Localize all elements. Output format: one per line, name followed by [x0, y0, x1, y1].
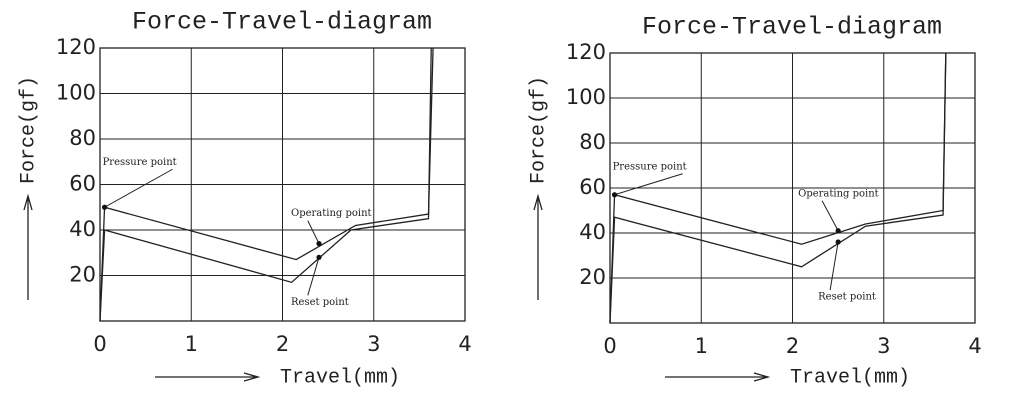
y-axis-label: Force(gf)	[17, 76, 40, 184]
x-axis-label: Travel(mm)	[280, 366, 400, 389]
x-tick-label: 4	[968, 334, 981, 358]
point-marker	[101, 204, 108, 210]
y-tick-label: 80	[579, 130, 606, 154]
x-tick-label: 1	[695, 334, 708, 358]
x-tick-label: 0	[93, 332, 106, 356]
chart: Force-Travel-diagram 20 40 60 80 100 120 0 1 2 3 4 F…	[527, 13, 981, 390]
y-tick-label: 100	[566, 85, 606, 109]
annotation: Operating point	[798, 188, 879, 199]
y-tick-label: 100	[56, 81, 96, 105]
annotation: Reset point	[818, 292, 876, 303]
annotation: Reset point	[291, 297, 349, 308]
point-marker	[316, 254, 322, 260]
y-tick-label: 60	[69, 172, 96, 196]
y-tick-label: 60	[579, 175, 606, 199]
x-tick-label: 2	[276, 332, 289, 356]
y-arrow	[533, 193, 543, 300]
point-marker	[835, 228, 841, 234]
x-tick-label: 4	[458, 332, 471, 356]
point-marker	[611, 192, 618, 198]
x-tick-label: 3	[367, 332, 380, 356]
chart: Force-Travel-diagram 20 40 60 80 100 120 0 1 2 3 4 F…	[17, 8, 471, 390]
leader-line	[307, 220, 320, 244]
y-arrow	[23, 193, 33, 300]
leader-line	[104, 168, 173, 208]
leader-line	[829, 241, 839, 291]
y-tick-label: 80	[69, 126, 96, 150]
curve	[609, 52, 947, 324]
annotation: Pressure point	[103, 157, 177, 168]
leader-line	[307, 257, 320, 296]
x-tick-label: 2	[786, 334, 799, 358]
point-marker	[316, 241, 322, 247]
x-axis-label: Travel(mm)	[790, 366, 910, 389]
y-tick-label: 20	[69, 263, 96, 287]
chart-title: Force-Travel-diagram	[132, 8, 432, 37]
y-tick-label: 40	[579, 220, 606, 244]
y-tick-label: 120	[56, 35, 96, 59]
x-arrow	[155, 372, 261, 382]
x-arrow	[665, 372, 771, 382]
chart-title: Force-Travel-diagram	[642, 13, 942, 42]
y-tick-label: 20	[579, 265, 606, 289]
annotation: Pressure point	[613, 161, 687, 172]
y-tick-label: 40	[69, 217, 96, 241]
x-tick-label: 0	[603, 334, 616, 358]
x-tick-label: 3	[877, 334, 890, 358]
point-marker	[835, 239, 841, 245]
leader-line	[614, 173, 683, 196]
leader-line	[821, 200, 839, 231]
annotation: Operating point	[291, 208, 372, 219]
y-tick-label: 120	[566, 40, 606, 64]
x-tick-label: 1	[185, 332, 198, 356]
y-axis-label: Force(gf)	[527, 76, 550, 184]
